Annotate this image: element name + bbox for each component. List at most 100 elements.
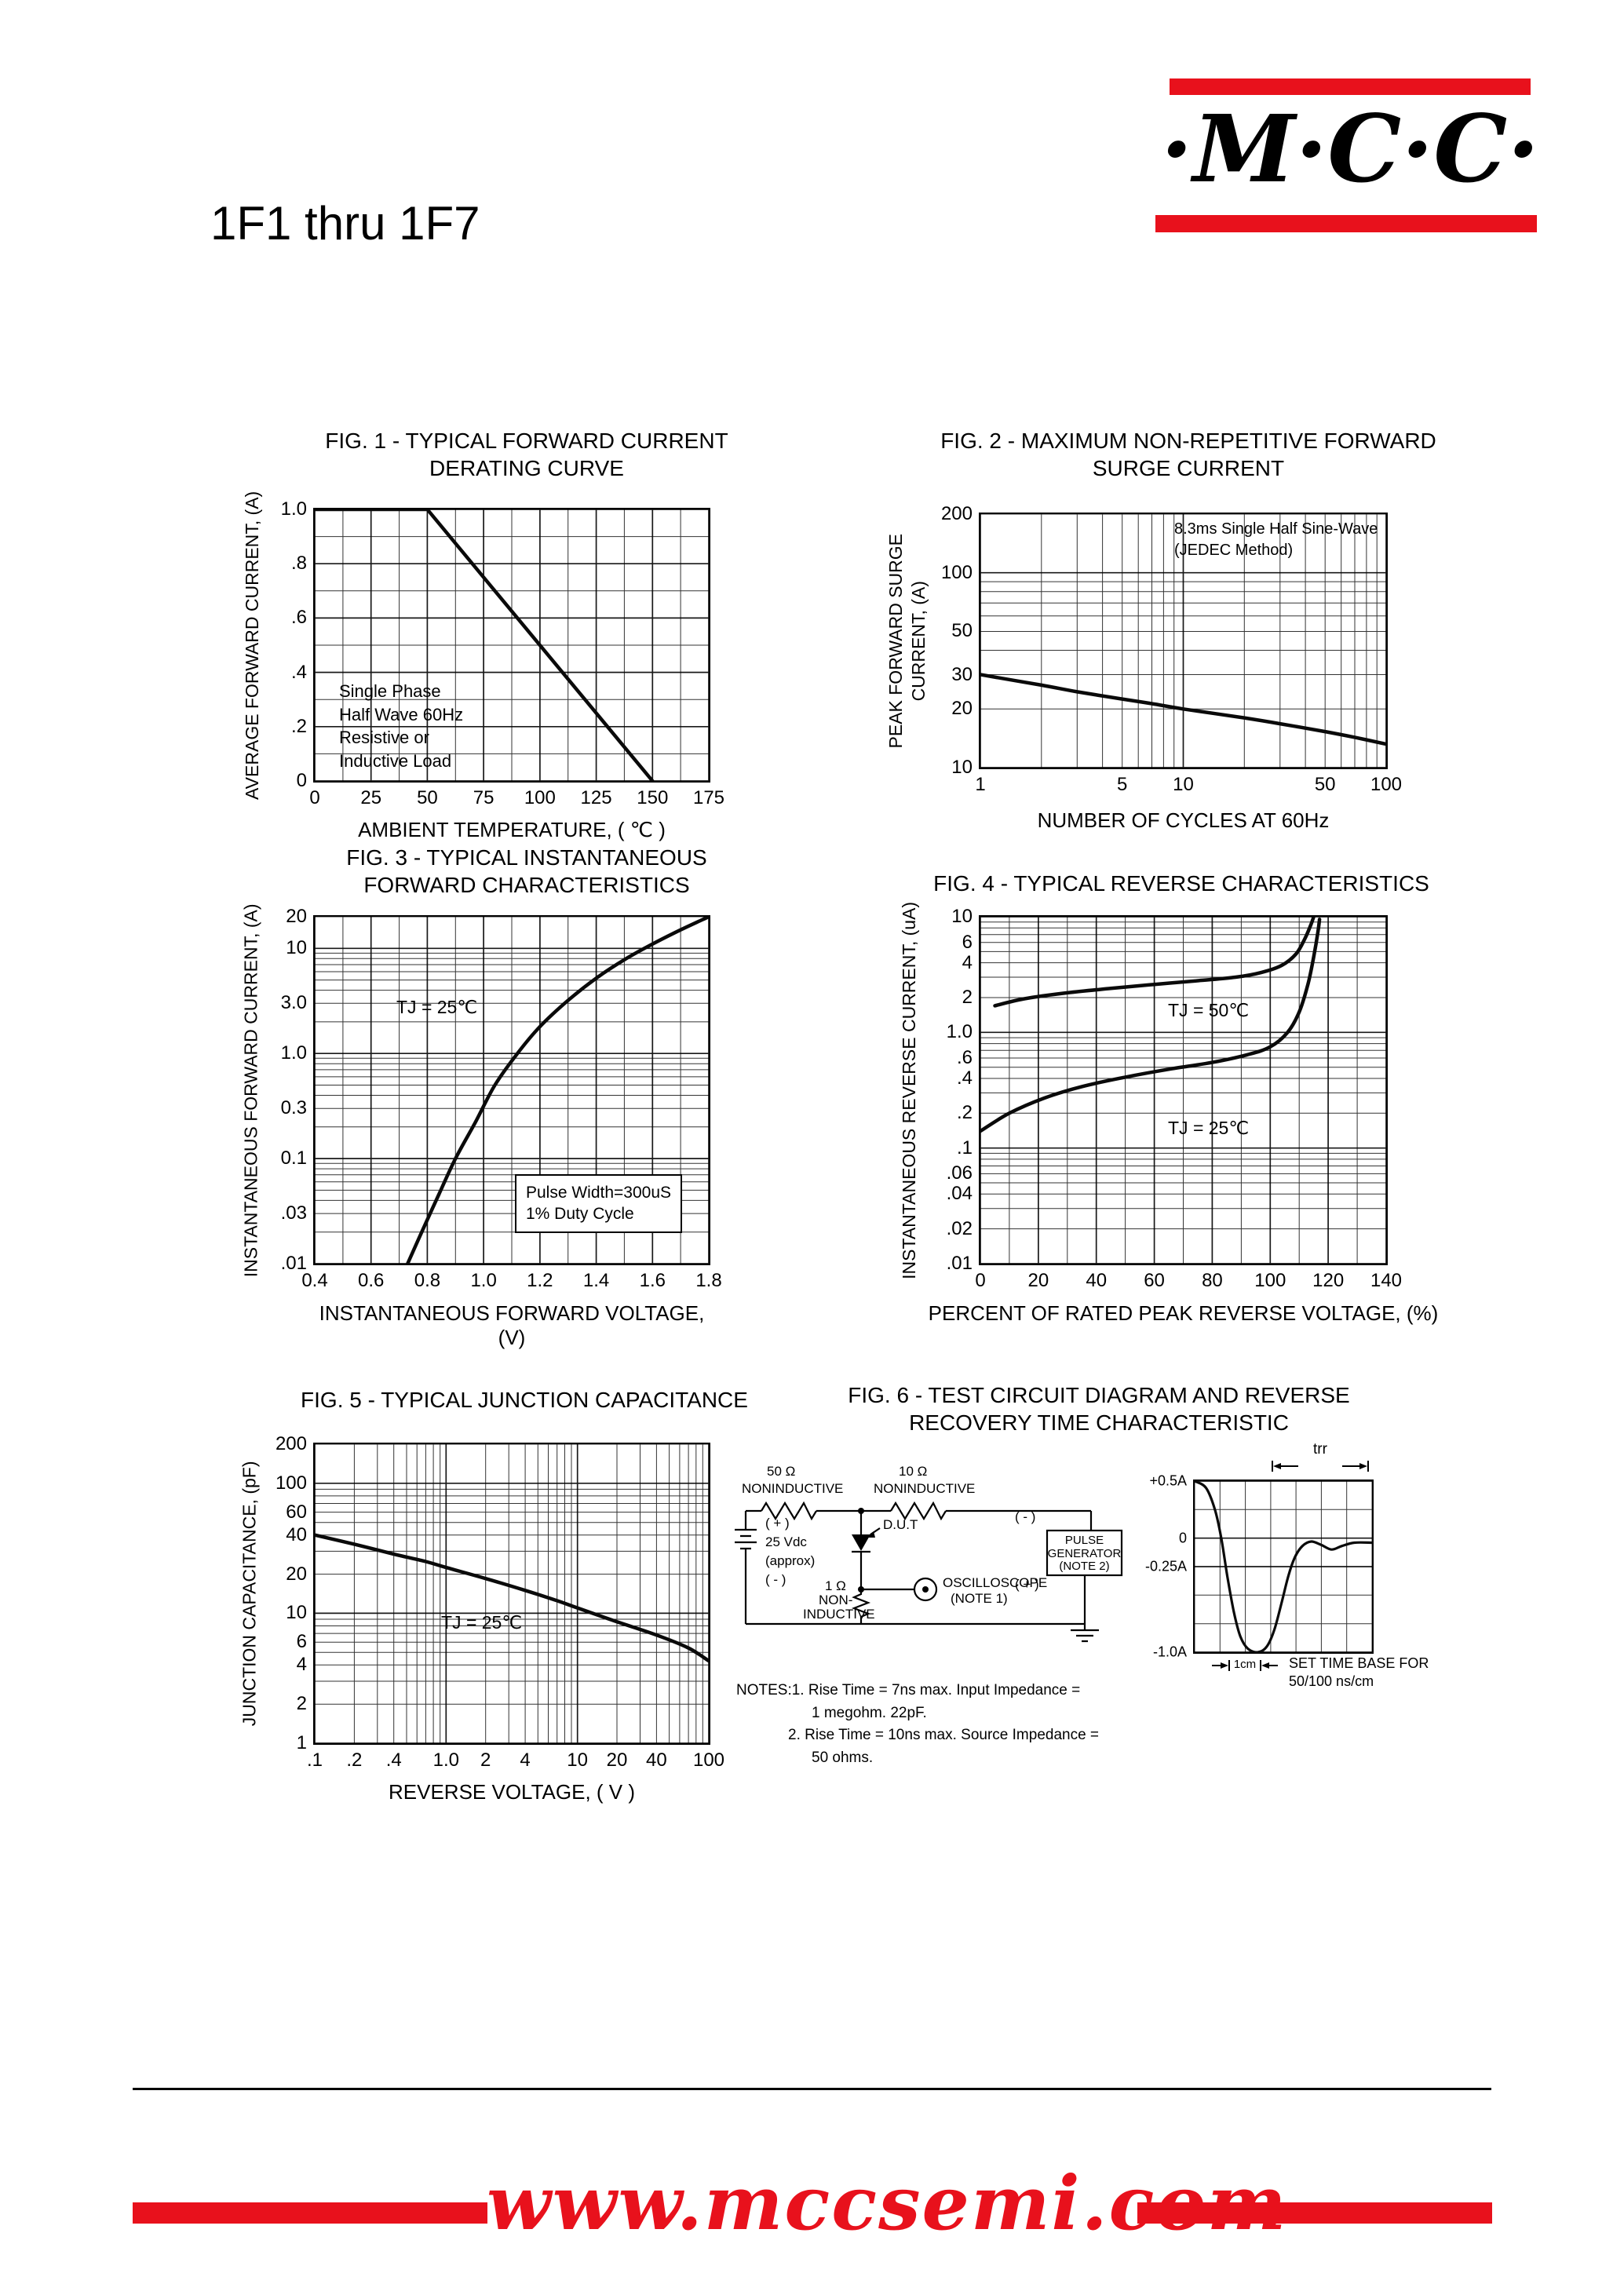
- fig2-x-axis-title: NUMBER OF CYCLES AT 60Hz: [1037, 808, 1330, 832]
- chart-canvas: [978, 513, 1389, 768]
- fig5-tj-annotation: TJ = 25℃: [441, 1612, 523, 1633]
- y-tick-label: 10: [286, 937, 307, 959]
- y-tick-label: 200: [940, 503, 973, 524]
- x-tick-label: 2: [480, 1750, 491, 1771]
- circuit-drawing: [735, 1501, 1123, 1643]
- x-tick-label: 100: [524, 787, 556, 808]
- y-tick-label: 60: [286, 1501, 307, 1523]
- fig1-load-note-line: Single Phase: [339, 681, 441, 701]
- fig1-load-note-line: Inductive Load: [339, 751, 452, 772]
- y-tick-label: .6: [290, 607, 307, 629]
- fig1-title-line2: DERATING CURVE: [429, 456, 624, 480]
- y-tick-label: 0.1: [280, 1148, 307, 1169]
- fig4-tj25-annotation: TJ = 25℃: [1168, 1118, 1250, 1138]
- pulse-generator-plus-label: ( + ): [1015, 1577, 1039, 1592]
- y-tick-label: 1: [296, 1732, 307, 1753]
- part-number-title: 1F1 thru 1F7: [210, 197, 480, 250]
- fig6-note-line4: 50 ohms.: [812, 1749, 874, 1766]
- fig2-title-line2: SURGE CURRENT: [1092, 456, 1285, 480]
- y-tick-label: .04: [946, 1183, 973, 1205]
- resistor-1ohm: [851, 1589, 871, 1624]
- fig1-load-note-line: Resistive or: [339, 728, 429, 748]
- series-surge-current: [978, 673, 1389, 746]
- dut-pointer-arrowhead: [866, 1531, 875, 1538]
- y-tick-label: 20: [951, 698, 973, 720]
- x-tick-label: 25: [360, 787, 382, 808]
- x-tick-label: 0.8: [414, 1270, 441, 1291]
- y-tick-label: 4: [962, 951, 973, 973]
- time-base-note: SET TIME BASE FOR 50/100 ns/cm: [1289, 1655, 1429, 1691]
- y-tick-label: .01: [280, 1253, 307, 1274]
- y-tick-label: 20: [286, 1563, 307, 1585]
- y-tick-label: 10: [286, 1602, 307, 1624]
- x-tick-label: 1.4: [582, 1270, 610, 1291]
- battery-minus-label: ( - ): [765, 1572, 786, 1587]
- resistor3-type-label1: NON-: [819, 1593, 853, 1607]
- y-tick-label: .02: [946, 1217, 973, 1239]
- y-tick-label: 2: [296, 1693, 307, 1715]
- resistor1-value-label: 50 Ω: [767, 1464, 796, 1479]
- resistor3-type-label2: INDUCTIVE: [803, 1607, 875, 1622]
- oscilloscope-label: OSCILLOSCOPE: [943, 1575, 1048, 1590]
- fig2-y-axis-title-line: CURRENT, (A): [908, 580, 929, 702]
- footer-bar-right: [1137, 2202, 1492, 2224]
- fig4-title: FIG. 4 - TYPICAL REVERSE CHARACTERISTICS: [933, 871, 1429, 896]
- y-tick-label: 100: [275, 1472, 307, 1494]
- y-tick-label: .8: [290, 553, 307, 575]
- chart-canvas: [312, 507, 710, 783]
- trr-dimension-arrows: [1272, 1461, 1369, 1472]
- y-tick-label: 30: [951, 663, 973, 685]
- y-tick-label: 40: [286, 1523, 307, 1545]
- fig3-tj-annotation: TJ = 25℃: [396, 997, 478, 1017]
- gridlines: [980, 917, 1386, 1264]
- y-tick-label: .4: [956, 1067, 973, 1089]
- x-tick-label: 100: [1254, 1270, 1286, 1291]
- x-tick-label: 50: [417, 787, 438, 808]
- x-tick-label: 125: [580, 787, 612, 808]
- x-tick-label: 50: [1314, 774, 1336, 795]
- y-tick-label: 1.0: [280, 1042, 307, 1064]
- fig2-y-axis-title-line: PEAK FORWARD SURGE: [885, 533, 907, 749]
- battery-approx-label: (approx): [765, 1553, 816, 1568]
- series-derating-curve: [312, 507, 655, 783]
- fig1-load-note-line: Half Wave 60Hz: [339, 704, 464, 724]
- fig2-y-axis-title: PEAK FORWARD SURGE CURRENT, (A): [882, 513, 932, 769]
- x-tick-label: .4: [385, 1750, 402, 1771]
- x-tick-label: 1.0: [432, 1750, 460, 1771]
- y-tick-label: 0: [1178, 1530, 1187, 1546]
- resistor3-value-label: 1 Ω: [825, 1578, 846, 1593]
- oscilloscope-note-label: (NOTE 1): [951, 1591, 1008, 1606]
- oscilloscope-probe-dot: [922, 1586, 929, 1593]
- x-tick-label: 10: [567, 1750, 589, 1771]
- gridlines: [1195, 1480, 1372, 1653]
- chart-canvas: [314, 914, 711, 1266]
- resistor2-value-label: 10 Ω: [899, 1464, 928, 1479]
- battery-plus-label: ( + ): [765, 1516, 790, 1531]
- x-tick-label: 0: [975, 1270, 986, 1291]
- x-tick-label: .1: [306, 1750, 323, 1771]
- time-base-note-line1: SET TIME BASE FOR: [1289, 1655, 1429, 1671]
- junction-dot: [858, 1508, 864, 1514]
- fig6-notes: NOTES:1. Rise Time = 7ns max. Input Impe…: [736, 1680, 1099, 1769]
- y-tick-label: 0: [296, 770, 307, 791]
- y-tick-label: 4: [296, 1654, 307, 1676]
- x-tick-label: 40: [1086, 1270, 1108, 1291]
- x-tick-label: 0.4: [301, 1270, 328, 1291]
- pulse-generator-label: PULSE GENERATOR (NOTE 2): [1047, 1534, 1122, 1573]
- footer-divider: [133, 2088, 1491, 2090]
- y-tick-label: 1.0: [280, 498, 307, 520]
- y-tick-label: .6: [956, 1047, 973, 1069]
- chart-canvas: [1193, 1480, 1374, 1654]
- fig2-condition-note-line: 8.3ms Single Half Sine-Wave: [1174, 520, 1378, 538]
- fig1-x-axis-title: AMBIENT TEMPERATURE, ( ℃ ): [358, 818, 666, 841]
- y-tick-label: 10: [951, 906, 973, 927]
- y-tick-label: -1.0A: [1152, 1644, 1187, 1660]
- dut-label: D.U.T: [883, 1517, 918, 1532]
- x-tick-label: 1.0: [470, 1270, 497, 1291]
- time-base-note-line2: 50/100 ns/cm: [1289, 1673, 1374, 1690]
- y-tick-label: 10: [951, 757, 973, 778]
- x-tick-label: 1.2: [527, 1270, 553, 1291]
- pulse-generator-minus-label: ( - ): [1015, 1509, 1036, 1524]
- y-tick-label: 1.0: [946, 1021, 973, 1043]
- junction-dot: [858, 1586, 864, 1593]
